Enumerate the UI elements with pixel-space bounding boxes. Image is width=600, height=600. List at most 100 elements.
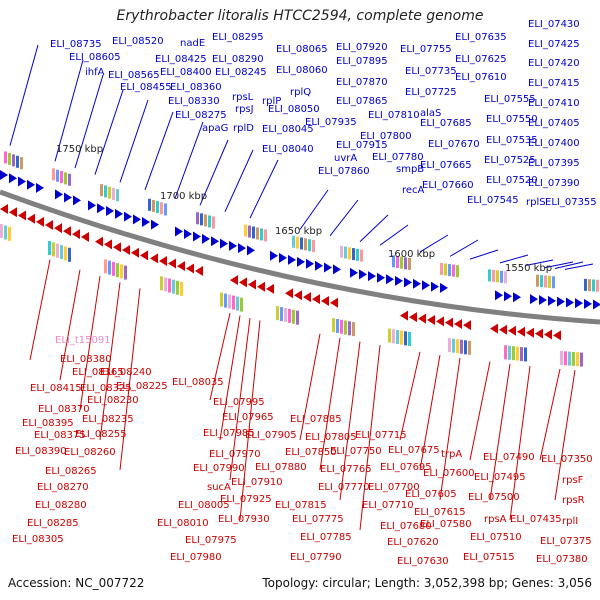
- gene-label[interactable]: ELI_08230: [87, 395, 139, 406]
- gene-label[interactable]: ELI_07415: [528, 78, 580, 89]
- gene-label[interactable]: ELI_07920: [336, 42, 388, 53]
- gene-label[interactable]: ELI_07755: [400, 44, 452, 55]
- gene-label[interactable]: ELI_08045: [262, 124, 314, 135]
- gene-label[interactable]: ELI_08425: [155, 54, 207, 65]
- gene-label[interactable]: ELI_07980: [170, 552, 222, 563]
- gene-label[interactable]: ELI_07405: [528, 118, 580, 129]
- gene-label[interactable]: alaS: [420, 108, 441, 119]
- gene-label[interactable]: ELI_07515: [463, 552, 515, 563]
- gene-label[interactable]: ELI_07775: [292, 514, 344, 525]
- gene-label[interactable]: ELI_08400: [160, 67, 212, 78]
- gene-label[interactable]: ELI_08065: [276, 44, 328, 55]
- gene-label[interactable]: ELI_07600: [423, 468, 475, 479]
- gene-label[interactable]: ELI_07675: [388, 445, 440, 456]
- gene-label[interactable]: ELI_07850: [285, 447, 337, 458]
- gene-label[interactable]: ELI_07605: [405, 489, 457, 500]
- gene-label[interactable]: ELI_07665: [420, 160, 472, 171]
- gene-label[interactable]: uvrA: [334, 153, 357, 164]
- gene-label[interactable]: ELI_07750: [330, 446, 382, 457]
- gene-label[interactable]: rplQ: [290, 87, 311, 98]
- gene-label[interactable]: ELI_07815: [275, 500, 327, 511]
- gene-label[interactable]: ihfA: [85, 67, 105, 78]
- gene-label[interactable]: ELI_07915: [336, 140, 388, 151]
- gene-label[interactable]: ELI_07790: [290, 552, 342, 563]
- gene-label[interactable]: ELI_07525: [484, 155, 536, 166]
- gene-label[interactable]: ELI_08565: [108, 70, 160, 81]
- gene-label[interactable]: ELI_07555: [484, 94, 536, 105]
- gene-label[interactable]: ELI_07925: [220, 494, 272, 505]
- gene-label[interactable]: rplI: [562, 516, 578, 527]
- gene-label[interactable]: ELI_07435: [510, 514, 562, 525]
- gene-label[interactable]: rplD: [233, 123, 254, 134]
- gene-label[interactable]: ELI_08520: [112, 36, 164, 47]
- gene-label[interactable]: ELI_07985: [203, 428, 255, 439]
- gene-label[interactable]: ELI_08260: [64, 447, 116, 458]
- gene-label[interactable]: ELI_07620: [387, 537, 439, 548]
- gene-label[interactable]: ELI_07930: [218, 514, 270, 525]
- gene-label[interactable]: ELI_08285: [27, 518, 79, 529]
- gene-label[interactable]: ELI_08280: [35, 500, 87, 511]
- gene-label[interactable]: ELI_08360: [170, 82, 222, 93]
- gene-label[interactable]: ELI_08225: [116, 381, 168, 392]
- gene-label[interactable]: ELI_08010: [157, 518, 209, 529]
- gene-label[interactable]: ELI_08295: [212, 32, 264, 43]
- gene-label[interactable]: ELI_08245: [215, 67, 267, 78]
- gene-label[interactable]: ELI_07695: [380, 462, 432, 473]
- gene-label[interactable]: ELI_07535: [486, 135, 538, 146]
- gene-label[interactable]: ELI_07420: [528, 58, 580, 69]
- gene-label[interactable]: ELI_08240: [100, 367, 152, 378]
- gene-label[interactable]: ELI_07865: [336, 96, 388, 107]
- gene-label[interactable]: ELI_07680: [380, 521, 432, 532]
- gene-label[interactable]: ELI_07970: [209, 449, 261, 460]
- gene-label[interactable]: apaG: [202, 123, 228, 134]
- gene-label[interactable]: ELI_07490: [483, 452, 535, 463]
- gene-label[interactable]: ELI_07770: [318, 482, 370, 493]
- gene-label[interactable]: ELI_08325: [80, 383, 132, 394]
- gene-label[interactable]: ELI_07660: [422, 180, 474, 191]
- gene-label[interactable]: ELI_07510: [470, 532, 522, 543]
- gene-label[interactable]: ELI_07880: [255, 462, 307, 473]
- gene-label[interactable]: ELI_07350: [541, 454, 593, 465]
- gene-label[interactable]: ELI_07615: [414, 507, 466, 518]
- gene-label[interactable]: ELI_07520: [486, 175, 538, 186]
- gene-label[interactable]: ELI_07380: [536, 554, 588, 565]
- gene-label[interactable]: ELI_08275: [175, 110, 227, 121]
- gene-label[interactable]: ELI_07765: [320, 464, 372, 475]
- gene-label[interactable]: ELI_08395: [22, 418, 74, 429]
- gene-label[interactable]: ELI_07430: [528, 19, 580, 30]
- gene-label[interactable]: ELI_08005: [178, 500, 230, 511]
- gene-label[interactable]: ELI_08265: [45, 466, 97, 477]
- gene-label[interactable]: ELI_07990: [193, 463, 245, 474]
- gene-label[interactable]: ELI_07800: [360, 131, 412, 142]
- gene-label[interactable]: ELI_08380: [60, 354, 112, 365]
- gene-label[interactable]: ELI_08375: [34, 430, 86, 441]
- gene-label[interactable]: ELI_08060: [276, 65, 328, 76]
- gene-label[interactable]: ELI_07625: [455, 54, 507, 65]
- gene-label[interactable]: ELI_07495: [474, 472, 526, 483]
- gene-label[interactable]: ELI_07735: [405, 66, 457, 77]
- gene-label[interactable]: ELI_07375: [540, 536, 592, 547]
- gene-label[interactable]: ELI_07995: [213, 397, 265, 408]
- gene-label[interactable]: ELI_08390: [15, 446, 67, 457]
- gene-label[interactable]: ELI_08290: [212, 54, 264, 65]
- gene-label[interactable]: ELI_07895: [336, 56, 388, 67]
- gene-label[interactable]: ELI_08415: [30, 383, 82, 394]
- gene-label[interactable]: ELI_07500: [468, 492, 520, 503]
- gene-label[interactable]: ELI_07395: [528, 158, 580, 169]
- gene-label[interactable]: ELI_08255: [75, 429, 127, 440]
- gene-label[interactable]: ELI_07390: [528, 178, 580, 189]
- gene-label[interactable]: ELI_07910: [231, 477, 283, 488]
- gene-label[interactable]: ELI_07710: [362, 500, 414, 511]
- gene-label[interactable]: ELI_08330: [168, 96, 220, 107]
- gene-label[interactable]: ELI_07545: [467, 195, 519, 206]
- gene-label[interactable]: ELI_08235: [82, 414, 134, 425]
- gene-label[interactable]: ELI_07610: [455, 72, 507, 83]
- gene-label[interactable]: ELI_07785: [300, 532, 352, 543]
- gene-label[interactable]: ELI_07805: [305, 432, 357, 443]
- gene-label[interactable]: ELI_08370: [38, 404, 90, 415]
- rna-label[interactable]: ELI_t15091: [55, 335, 111, 346]
- gene-label[interactable]: rpsA: [484, 514, 507, 525]
- gene-label[interactable]: ELI_08305: [12, 534, 64, 545]
- gene-label[interactable]: ELI_07355: [545, 197, 597, 208]
- gene-label[interactable]: ELI_07685: [420, 118, 472, 129]
